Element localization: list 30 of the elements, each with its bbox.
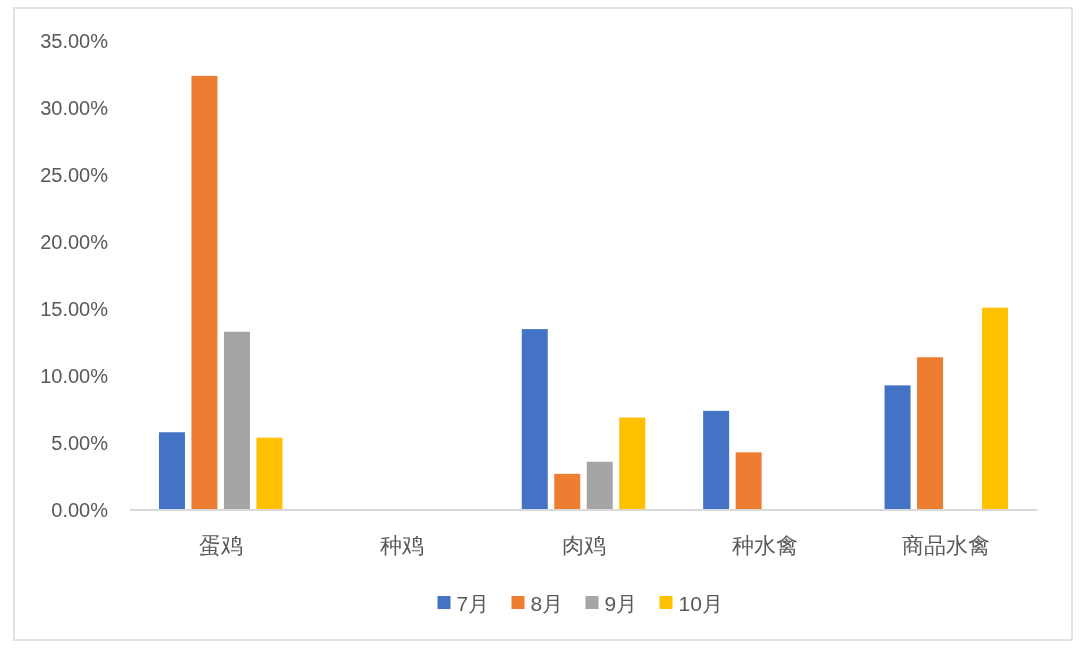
legend-label: 9月 (604, 592, 638, 615)
bar (554, 473, 581, 510)
y-tick-label: 20.00% (40, 231, 109, 253)
y-tick-label: 5.00% (51, 432, 109, 454)
bar (223, 331, 250, 510)
bar (884, 385, 911, 510)
bar (917, 357, 944, 510)
x-tick-label: 种鸡 (380, 533, 425, 558)
y-tick-label: 35.00% (40, 30, 109, 52)
x-tick-label: 商品水禽 (902, 533, 991, 558)
y-tick-label: 0.00% (51, 499, 109, 521)
y-tick-label: 10.00% (40, 365, 109, 387)
x-tick-label: 蛋鸡 (198, 533, 243, 558)
bar (586, 461, 613, 510)
bar (256, 437, 283, 510)
y-tick-label: 30.00% (40, 97, 109, 119)
bar (703, 410, 730, 510)
bar (982, 307, 1009, 510)
bar (735, 452, 762, 510)
legend-label: 10月 (678, 592, 723, 615)
x-tick-label: 肉鸡 (561, 533, 606, 558)
legend-label: 8月 (530, 592, 564, 615)
bar (158, 432, 185, 510)
y-tick-label: 25.00% (40, 164, 109, 186)
bar (521, 329, 548, 510)
bar (619, 417, 646, 510)
x-tick-label: 种水禽 (731, 533, 798, 558)
bar (191, 75, 218, 510)
legend-label: 7月 (456, 592, 490, 615)
y-tick-label: 15.00% (40, 298, 109, 320)
